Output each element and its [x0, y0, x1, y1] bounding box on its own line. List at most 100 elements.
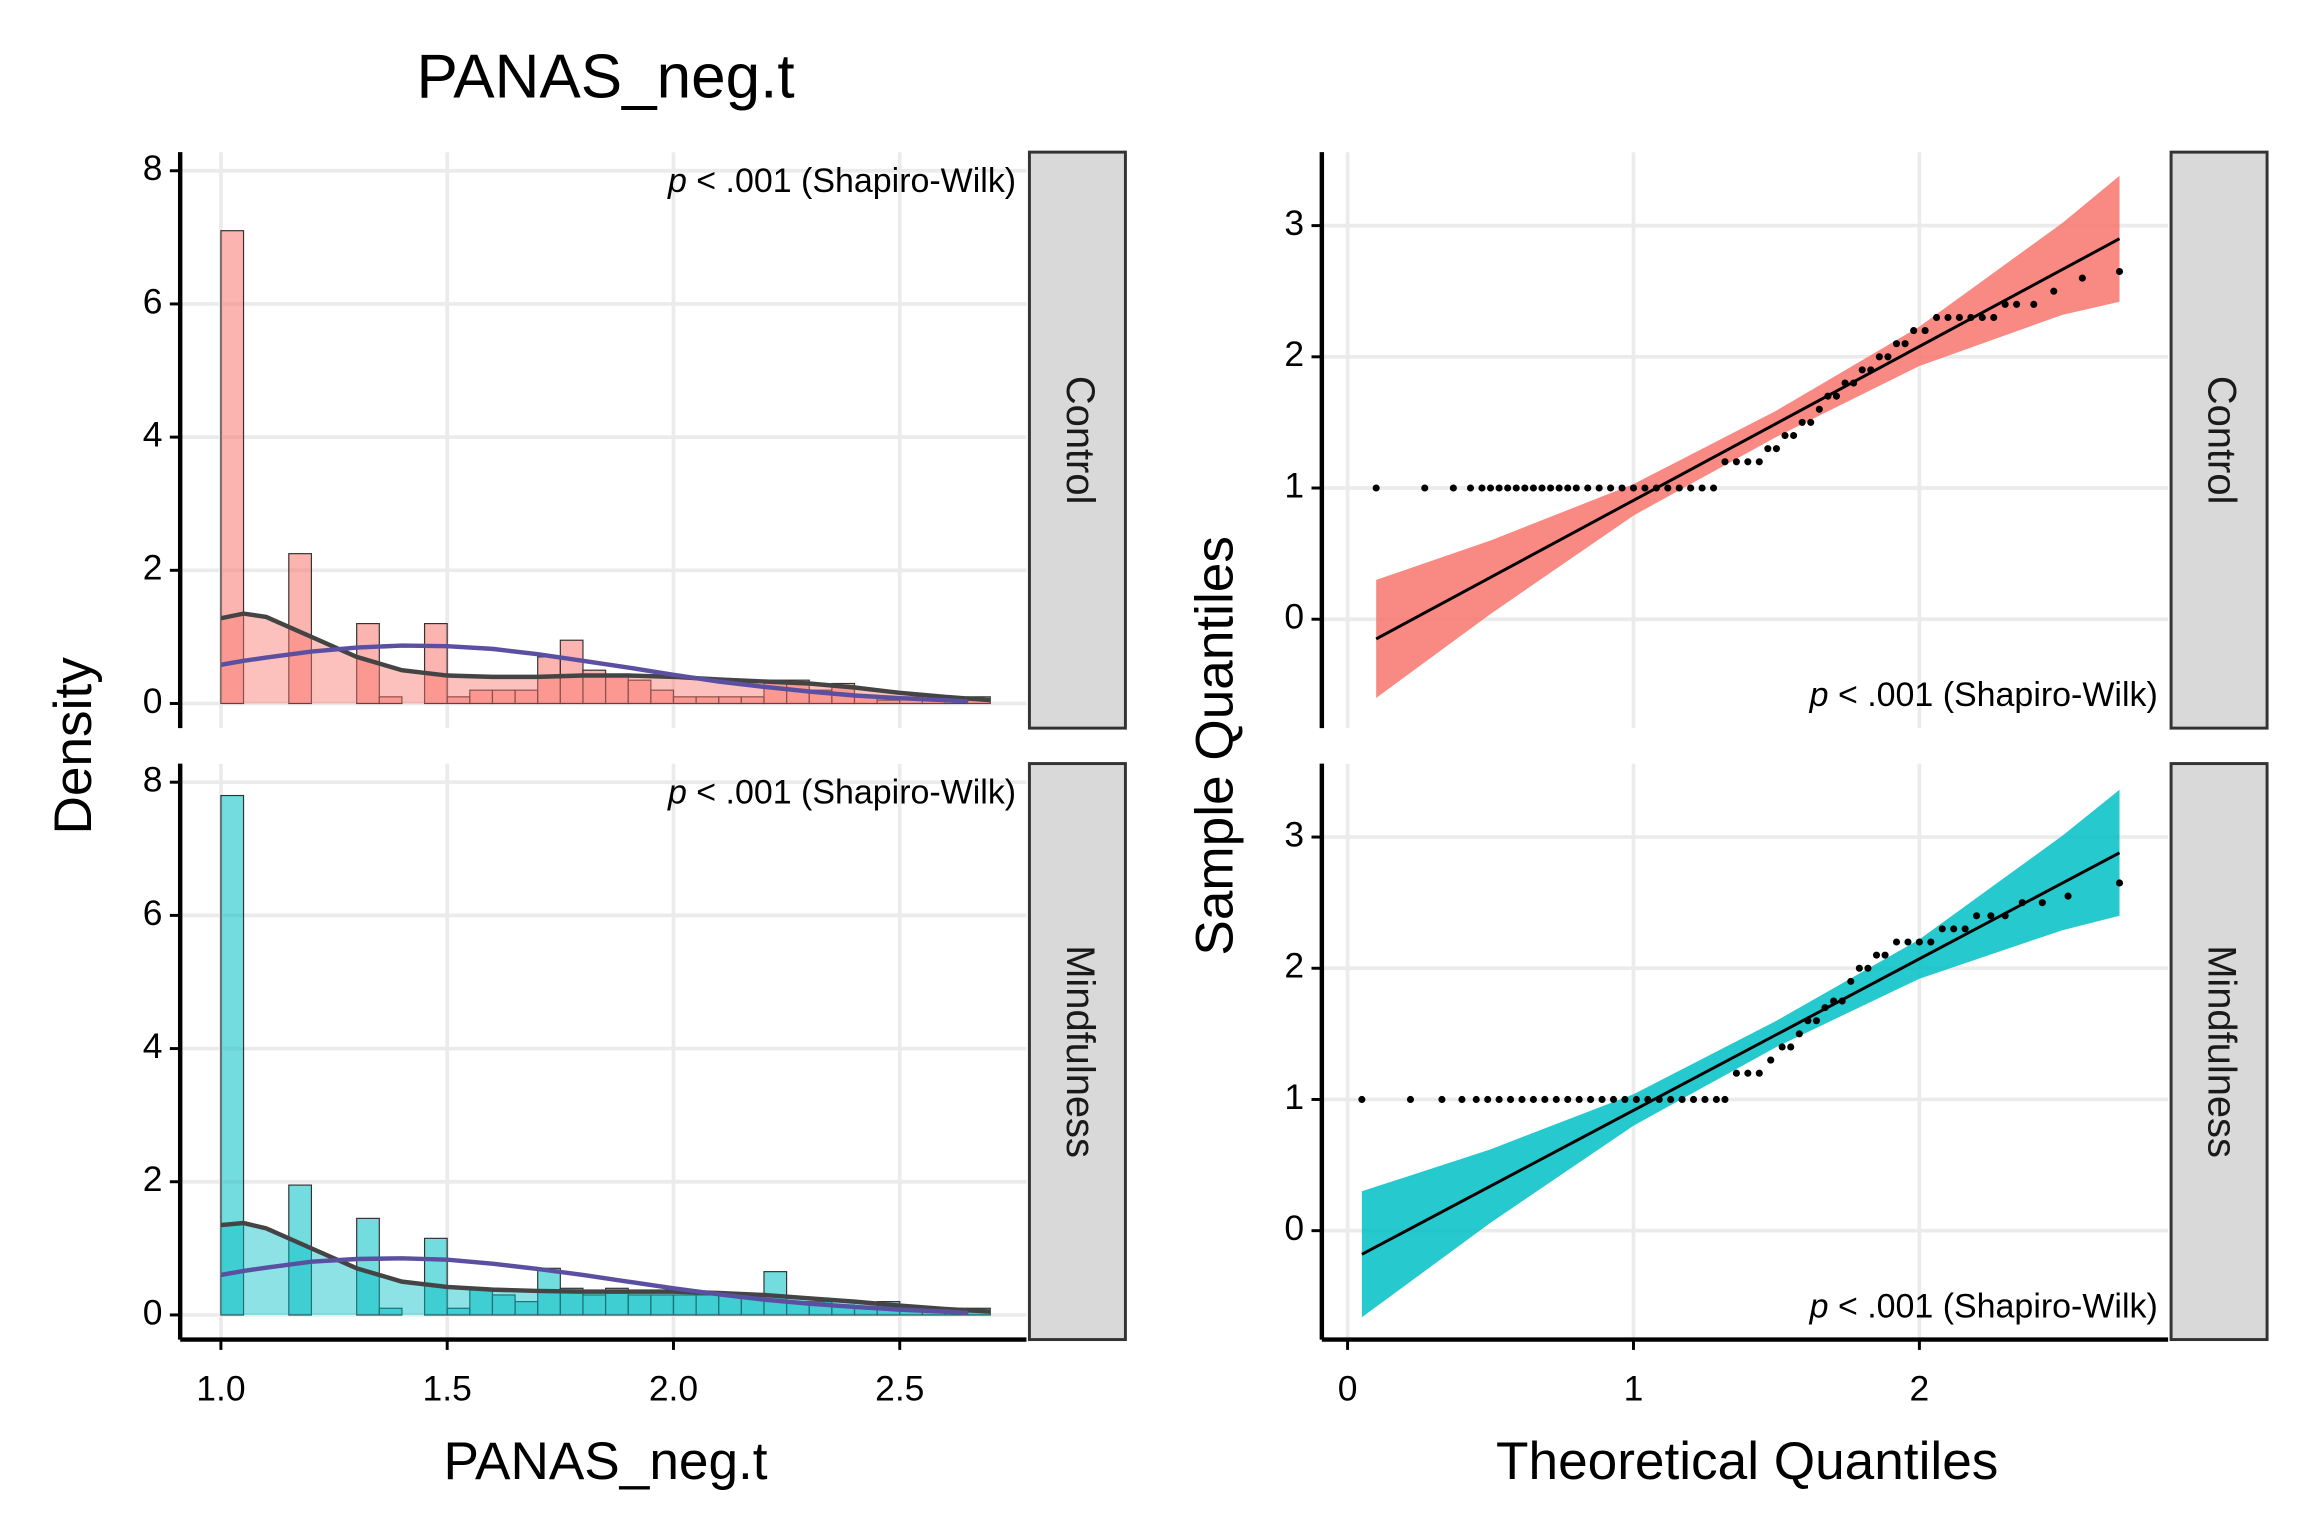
fit-line [1375, 237, 2121, 641]
y-tick-label: 2 [143, 1159, 163, 1199]
y-tick-label: 8 [143, 760, 163, 800]
facet-label: Control [2200, 376, 2244, 505]
point [1830, 997, 1838, 1005]
point [1790, 431, 1798, 440]
point [1521, 484, 1529, 492]
facet-label: Mindfulness [1058, 945, 1102, 1158]
y-tick-label: 6 [143, 893, 163, 933]
point [1921, 327, 1929, 335]
panel [180, 152, 1027, 729]
point [2064, 892, 2072, 900]
annotation-text: < .001 (Shapiro-Wilk) [696, 162, 1016, 200]
bar [220, 794, 245, 1316]
point [1504, 484, 1512, 492]
x-tick-label: 0 [1338, 1369, 1358, 1409]
point [1629, 484, 1638, 492]
point [1478, 484, 1486, 492]
point [1824, 392, 1832, 400]
point [1598, 1095, 1606, 1104]
point [1632, 1095, 1640, 1104]
point [1687, 484, 1695, 492]
normal-curve [220, 643, 968, 704]
point [1781, 431, 1789, 440]
point [1652, 484, 1660, 492]
point [1698, 484, 1706, 492]
point [1978, 313, 1986, 321]
point [1910, 327, 1918, 335]
point [1884, 353, 1892, 361]
point [1950, 925, 1958, 933]
point [1641, 484, 1649, 492]
point [1547, 484, 1555, 492]
y-tick-label: 0 [143, 681, 163, 721]
point [1675, 484, 1683, 492]
bar [378, 1307, 403, 1316]
point [2001, 300, 2009, 308]
panel [1321, 763, 2169, 1340]
point [1901, 340, 1909, 348]
point [1838, 997, 1846, 1005]
point [1832, 392, 1841, 400]
point [1744, 1069, 1752, 1077]
bar [378, 696, 403, 705]
point [1847, 977, 1855, 985]
point [1564, 1095, 1572, 1104]
point [1798, 418, 1806, 426]
point [1721, 1095, 1729, 1104]
point [2030, 300, 2038, 308]
point [1973, 912, 1981, 920]
point [1486, 484, 1495, 492]
point [2050, 287, 2058, 295]
point [1732, 458, 1740, 466]
point [1855, 964, 1863, 972]
y-tick-label: 8 [143, 148, 163, 188]
density-curve [220, 611, 991, 703]
y-tick-label: 6 [143, 281, 163, 321]
point [1529, 484, 1537, 492]
annotation: p < .001 (Shapiro-Wilk) [1809, 1288, 2158, 1326]
fit-line [1361, 851, 2121, 1256]
point [1867, 366, 1875, 374]
point [1864, 964, 1872, 972]
point [1990, 313, 1998, 321]
point [1955, 313, 1963, 321]
point [2018, 899, 2026, 907]
point [2013, 300, 2021, 308]
y-tick-label: 2 [1284, 334, 1304, 374]
y-tick-label: 1 [1284, 465, 1304, 505]
point [1678, 1095, 1686, 1104]
density-curve [220, 1220, 991, 1314]
y-tick-label: 4 [143, 1026, 163, 1066]
point [1915, 938, 1923, 946]
point [1967, 313, 1975, 321]
point [2078, 274, 2086, 282]
point [1506, 1095, 1515, 1104]
facet-strip [2169, 762, 2269, 1342]
point [1541, 1095, 1549, 1104]
y-tick-label: 1 [1284, 1077, 1304, 1117]
point [1584, 484, 1592, 492]
point [1872, 951, 1881, 959]
annotation-text: < .001 (Shapiro-Wilk) [1838, 1288, 2158, 1326]
annotation: p < .001 (Shapiro-Wilk) [667, 162, 1016, 200]
x-tick-label: 2.0 [649, 1369, 698, 1409]
point [1987, 912, 1995, 920]
point [1755, 1069, 1763, 1077]
annotation-text: < .001 (Shapiro-Wilk) [696, 774, 1016, 812]
point [1944, 313, 1952, 321]
point [1572, 484, 1580, 492]
point [1858, 366, 1866, 374]
annotation: p < .001 (Shapiro-Wilk) [667, 774, 1016, 812]
point [1564, 484, 1572, 492]
point [1518, 1095, 1526, 1104]
annotation-italic: p [667, 774, 687, 812]
point [2115, 879, 2124, 887]
point [1667, 1095, 1675, 1104]
point [1529, 1095, 1537, 1104]
point [1709, 484, 1718, 492]
point [1421, 484, 1429, 492]
normal-curve [220, 1256, 968, 1316]
y-tick-label: 4 [143, 414, 163, 454]
point [1587, 1095, 1595, 1104]
